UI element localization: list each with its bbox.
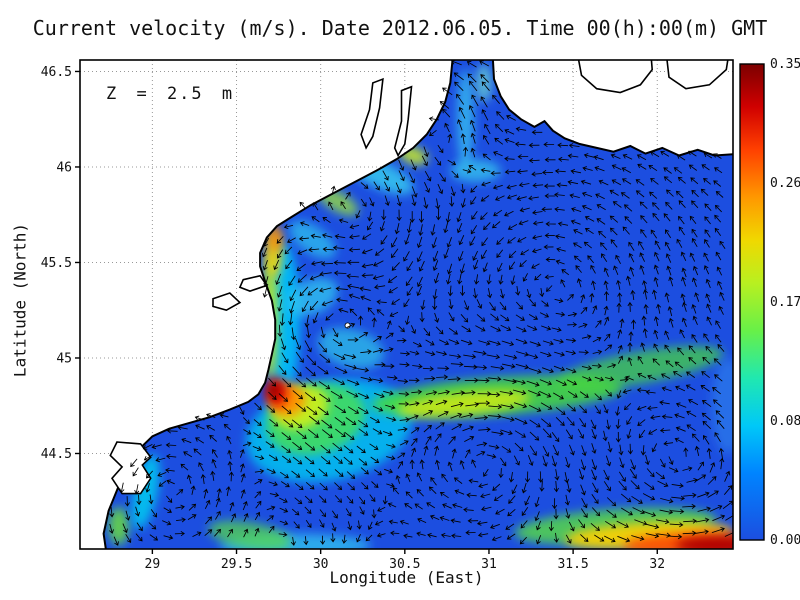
velocity-patch [208,520,292,549]
velocity-patch [267,381,280,400]
land-contour [109,441,152,495]
velocity-patch [475,63,493,102]
land-contour [238,274,269,292]
y-tick-label: 46 [56,160,72,175]
velocity-patch [286,277,338,317]
x-tick-label: 29.5 [221,557,252,572]
coastline-west [102,60,454,549]
colorbar-tick-label: 0.26 [770,176,800,191]
velocity-patch [675,536,733,549]
axis-ticks: 29 29.5 30 30.5 31 31.5 32 44.5 45 45.5 46 46.5 [41,65,665,572]
y-tick-label: 46.5 [41,65,72,80]
velocity-patch [108,506,129,546]
velocity-patch [131,454,160,530]
land-contour [666,60,729,90]
coastline [102,60,733,549]
x-tick-label: 31 [481,557,497,572]
land-contour [393,85,413,158]
velocity-patch [711,357,733,454]
plot-frame [79,59,734,550]
x-tick-label: 31.5 [557,557,588,572]
x-tick-label: 30.5 [389,557,420,572]
land-contour [212,292,242,312]
velocity-patch [457,69,474,169]
colorbar-tick-label: 0.17 [770,295,800,310]
colorbar: 0.35 0.26 0.17 0.08 0.00 [739,57,800,548]
colorbar-tick-label: 0.08 [770,414,800,429]
sea-area [103,60,733,549]
x-tick-label: 29 [145,557,161,572]
colorbar-gradient [739,63,765,541]
y-axis-label: Latitude (North) [10,222,30,378]
depth-annotation: Z = 2.5 m [106,84,235,104]
coastline-northeast [491,60,733,157]
x-tick-label: 32 [649,557,665,572]
colorbar-tick-label: 0.35 [770,57,800,72]
x-tick-label: 30 [313,557,329,572]
x-axis-label: Longitude (East) [329,568,484,587]
land-contour [577,60,654,94]
velocity-patch [450,159,501,183]
land-contour [360,77,384,150]
colorbar-tick-label: 0.00 [770,533,800,548]
velocity-patch [318,327,384,369]
chart-title: Current velocity (m/s). Date 2012.06.05.… [32,16,768,40]
y-tick-label: 45 [56,351,72,366]
y-tick-label: 44.5 [41,447,72,462]
vector-arrows [109,60,733,546]
y-tick-label: 45.5 [41,256,72,271]
